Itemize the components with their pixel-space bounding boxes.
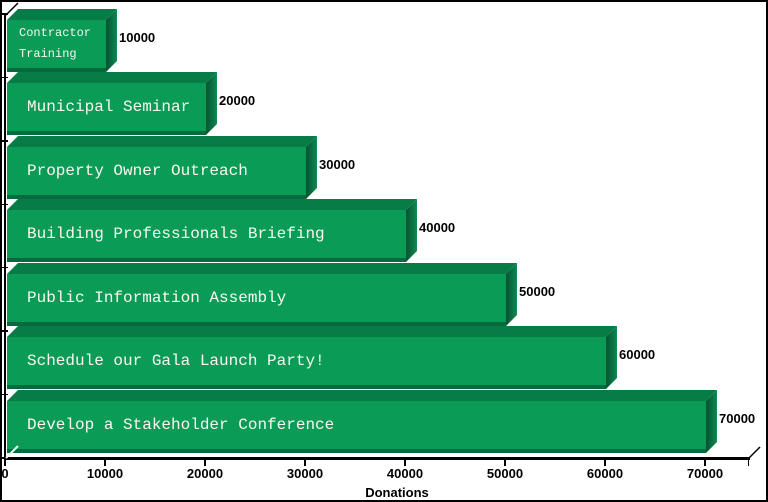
bar: Schedule our Gala Launch Party! <box>7 337 606 390</box>
y-axis-tick <box>2 76 8 79</box>
bar-side-face <box>106 9 117 72</box>
bar-category-label: Property Owner Outreach <box>27 161 248 180</box>
bar-value-label: 60000 <box>619 347 656 363</box>
bar: Contractor Training <box>7 20 106 72</box>
x-axis-line <box>4 457 750 460</box>
bar-top-face <box>7 135 317 147</box>
bar: Public Information Assembly <box>7 273 506 326</box>
bar-top-face <box>7 199 417 211</box>
bar-category-label: Schedule our Gala Launch Party! <box>27 352 325 371</box>
x-tick-label: 60000 <box>586 466 624 481</box>
bar-top-face <box>7 9 117 20</box>
x-axis-tick <box>704 458 706 466</box>
x-tick-label: 20000 <box>186 466 224 481</box>
x-axis-tick <box>604 458 606 466</box>
bar-value-label: 50000 <box>519 283 556 299</box>
bar-value-label: 40000 <box>419 220 456 236</box>
bar-category-label: Municipal Seminar <box>27 98 191 117</box>
bar-category-label: Develop a Stakeholder Conference <box>27 415 335 434</box>
bar-side-face <box>706 389 717 453</box>
x-axis-tick <box>304 458 306 466</box>
bar-category-label: Public Information Assembly <box>27 288 287 307</box>
x-axis-tick <box>4 458 6 466</box>
x-tick-label: 50000 <box>486 466 524 481</box>
y-axis-tick <box>2 140 8 142</box>
bar: Municipal Seminar <box>7 83 206 136</box>
x-axis-tick <box>204 458 206 466</box>
y-axis-tick <box>2 266 8 269</box>
bar-side-face <box>406 199 417 263</box>
bar-side-face <box>206 72 217 136</box>
x-tick-label: 40000 <box>386 466 424 481</box>
bar-top-face <box>7 326 617 338</box>
x-axis-title: Donations <box>365 485 429 500</box>
x-tick-label: 30000 <box>286 466 324 481</box>
x-tick-label: 10000 <box>86 466 124 481</box>
bar-category-label: Contractor Training <box>19 26 92 61</box>
y-axis-tick <box>2 13 8 15</box>
bar-side-face <box>306 135 317 199</box>
bar-side-face <box>606 326 617 390</box>
y-axis-tick <box>2 393 8 396</box>
bar: Building Professionals Briefing <box>7 210 406 263</box>
bar-value-label: 30000 <box>319 156 356 172</box>
bottom-right-depth-edge <box>748 446 761 459</box>
x-tick-label: 70000 <box>686 466 724 481</box>
x-axis-end-tick <box>747 458 749 466</box>
bar-value-label: 70000 <box>719 410 756 426</box>
y-axis-line <box>4 14 6 458</box>
bar-top-face <box>7 262 517 274</box>
y-axis-tick <box>2 203 8 206</box>
bar-value-label: 10000 <box>119 30 156 45</box>
bar: Develop a Stakeholder Conference <box>7 400 706 453</box>
x-tick-label: 0 <box>1 466 9 481</box>
x-axis-tick <box>404 458 406 466</box>
bar-top-face <box>7 72 217 84</box>
x-axis-tick <box>504 458 506 466</box>
bar-value-label: 20000 <box>219 93 256 109</box>
bar-category-label: Building Professionals Briefing <box>27 225 325 244</box>
bar: Property Owner Outreach <box>7 146 306 199</box>
y-axis-tick <box>2 330 8 332</box>
x-axis-tick <box>104 458 106 466</box>
bar-side-face <box>506 262 517 326</box>
bar-top-face <box>7 389 717 401</box>
